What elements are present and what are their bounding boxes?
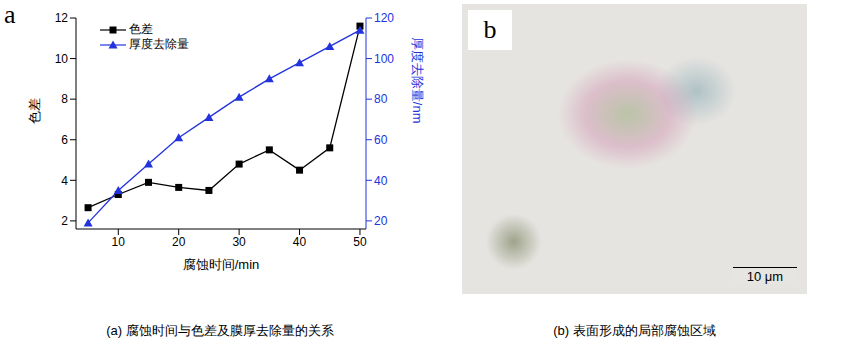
svg-text:30: 30	[232, 235, 246, 249]
svg-text:色差: 色差	[27, 98, 42, 124]
svg-text:6: 6	[61, 133, 68, 147]
svg-text:120: 120	[374, 11, 394, 25]
svg-text:12: 12	[55, 11, 69, 25]
svg-text:10: 10	[112, 235, 126, 249]
html-text:b: b	[483, 15, 497, 44]
svg-text:腐蚀时间/min: 腐蚀时间/min	[183, 257, 260, 272]
svg-text:厚度去除量/nm: 厚度去除量/nm	[410, 37, 425, 124]
svg-text:20: 20	[172, 235, 186, 249]
html-text:(a) 腐蚀时间与色差及膜厚去除量的关系: (a) 腐蚀时间与色差及膜厚去除量的关系	[106, 323, 334, 338]
svg-text:2: 2	[61, 214, 68, 228]
svg-text:80: 80	[374, 92, 388, 106]
svg-text:10: 10	[55, 52, 69, 66]
svg-text:60: 60	[374, 133, 388, 147]
svg-text:4: 4	[61, 174, 68, 188]
html-text:色差: 色差	[129, 22, 153, 36]
html-text:(b) 表面形成的局部腐蚀区域: (b) 表面形成的局部腐蚀区域	[553, 323, 716, 338]
html-text:a: a	[4, 0, 16, 29]
svg-text:100: 100	[374, 52, 394, 66]
svg-text:20: 20	[374, 214, 388, 228]
svg-text:50: 50	[353, 235, 367, 249]
svg-text:8: 8	[61, 92, 68, 106]
svg-text:40: 40	[293, 235, 307, 249]
html-text:厚度去除量: 厚度去除量	[129, 37, 189, 51]
html-text:10 μm: 10 μm	[746, 269, 784, 284]
svg-text:40: 40	[374, 174, 388, 188]
